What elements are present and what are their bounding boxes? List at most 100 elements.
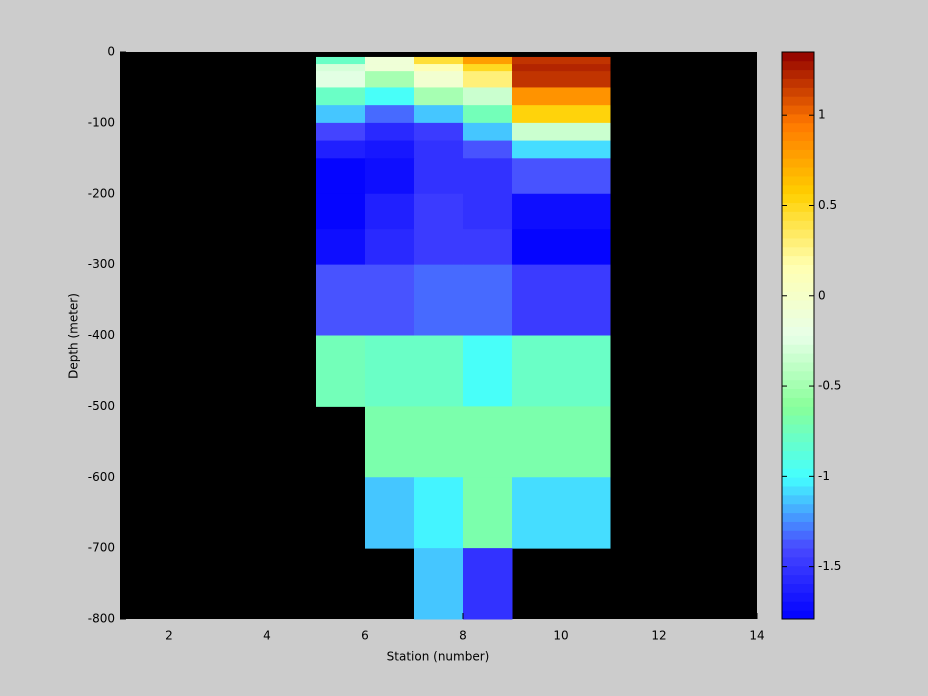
heatmap-cell (512, 105, 611, 124)
heatmap-cell (463, 87, 513, 106)
heatmap-cell (316, 64, 366, 72)
y-tick-label: -300 (88, 257, 115, 271)
colorbar-swatch (782, 87, 814, 97)
colorbar-tick-label: 0.5 (818, 198, 837, 212)
heatmap-cell (463, 158, 513, 195)
colorbar-swatch (782, 238, 814, 248)
colorbar-swatch (782, 184, 814, 195)
colorbar-swatch (782, 565, 814, 576)
heatmap-cell (414, 335, 464, 407)
heatmap-cell (414, 158, 464, 195)
colorbar-swatch (782, 370, 814, 381)
colorbar-tick-label: -1 (818, 469, 830, 483)
colorbar-tick-label: 1 (818, 108, 826, 122)
colorbar-swatch (782, 282, 814, 292)
heatmap-cell (512, 335, 611, 407)
heatmap-cell (512, 193, 611, 230)
colorbar-swatch (782, 592, 814, 602)
heatmap-cell (414, 229, 464, 266)
colorbar-swatch (782, 610, 814, 620)
heatmap-cell (365, 477, 415, 549)
heatmap-cell (316, 335, 366, 407)
heatmap-cell (414, 477, 464, 549)
colorbar-swatch (782, 69, 814, 79)
y-axis-label: Depth (meter) (67, 293, 81, 379)
colorbar-swatch (782, 415, 814, 425)
heatmap-cell (414, 140, 464, 159)
colorbar-swatch (782, 149, 814, 159)
heatmap-cell (463, 56, 513, 65)
heatmap-cell (512, 56, 611, 65)
colorbar-tick-label: -1.5 (818, 559, 841, 573)
colorbar-swatch (782, 494, 814, 505)
colorbar-swatch (782, 211, 814, 221)
heatmap-cell (414, 105, 464, 124)
heatmap-cell (365, 122, 415, 142)
colorbar-swatch (782, 503, 814, 514)
colorbar-swatch (782, 255, 814, 266)
colorbar-swatch (782, 158, 814, 168)
heatmap-cell (365, 158, 415, 195)
heatmap-cell (316, 105, 366, 124)
colorbar-swatch (782, 273, 814, 283)
colorbar-swatch (782, 317, 814, 328)
x-tick-label: 10 (553, 629, 568, 643)
heatmap-cell (316, 71, 366, 88)
heatmap-cell (365, 71, 415, 88)
heatmap-cell (414, 193, 464, 230)
heatmap-cell (512, 87, 611, 106)
x-axis-label: Station (number) (387, 650, 490, 664)
colorbar-swatch (782, 379, 814, 390)
colorbar-swatch (782, 335, 814, 345)
colorbar-swatch (782, 601, 814, 611)
heatmap-cell (365, 193, 415, 230)
colorbar-frame (781, 51, 815, 620)
heatmap-cell (463, 477, 513, 549)
heatmap-cell (512, 140, 611, 159)
heatmap-cell (463, 71, 513, 88)
colorbar-swatch (782, 167, 814, 177)
heatmap-cell (512, 229, 611, 266)
colorbar-swatch (782, 362, 814, 372)
heatmap-cell (365, 87, 415, 106)
heatmap-cell (463, 122, 513, 142)
heatmap-cell (316, 140, 366, 159)
heatmap-cell (463, 264, 513, 336)
heatmap-cell (316, 229, 366, 266)
heatmap-cell (463, 140, 513, 159)
colorbar-swatch (782, 114, 814, 124)
colorbar-swatch (782, 530, 814, 540)
colorbar-swatch (782, 344, 814, 354)
x-tick-label: 4 (263, 629, 271, 643)
colorbar-swatch (782, 308, 814, 319)
colorbar-swatch (782, 105, 814, 115)
colorbar-swatch (782, 78, 814, 88)
heatmap-cell (316, 264, 366, 336)
heatmap-cell (365, 64, 415, 72)
x-tick-label: 14 (749, 629, 764, 643)
heatmap-cell (512, 406, 611, 478)
heatmap-cell (414, 406, 464, 478)
heatmap-cell (365, 140, 415, 159)
colorbar-swatch (782, 450, 814, 460)
heatmap-cell (414, 122, 464, 142)
heatmap-cell (512, 122, 611, 142)
x-tick-label: 2 (165, 629, 173, 643)
heatmap-cell (463, 548, 513, 620)
heatmap-cell (512, 64, 611, 72)
heatmap-cell (414, 87, 464, 106)
heatmap-cell (365, 105, 415, 124)
y-tick-label: -500 (88, 399, 115, 413)
colorbar-swatch (782, 477, 814, 487)
y-tick-label: -400 (88, 328, 115, 342)
heatmap-cell (365, 406, 415, 478)
colorbar-swatch (782, 176, 814, 186)
colorbar-swatch (782, 486, 814, 496)
x-tick-label: 12 (651, 629, 666, 643)
colorbar-tick-label: 0 (818, 288, 826, 302)
colorbar-swatch (782, 521, 814, 531)
heatmap-cell (414, 71, 464, 88)
colorbar-swatch (782, 140, 814, 150)
colorbar-swatch (782, 220, 814, 230)
